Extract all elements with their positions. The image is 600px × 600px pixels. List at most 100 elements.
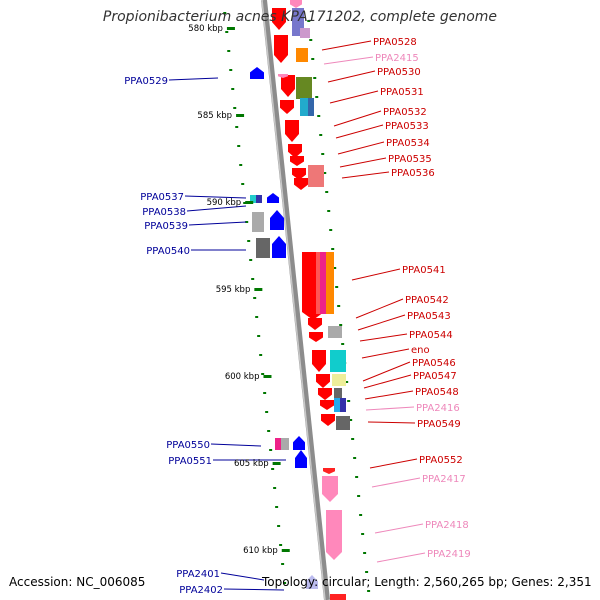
gene-arrow-forward (288, 144, 302, 158)
gene-label-ppa0530[interactable]: PPA0530 (377, 67, 421, 78)
gene-label-ppa0531[interactable]: PPA0531 (380, 87, 424, 98)
gene-label-ppa0544[interactable]: PPA0544 (409, 330, 453, 341)
gene-arrow-forward (272, 8, 286, 30)
gene-arrow-reverse (272, 236, 286, 258)
gene-label-eno[interactable]: eno (411, 345, 430, 356)
tick-label: 590 kbp (207, 198, 242, 208)
genome-title: Propionibacterium acnes KPA171202, compl… (102, 9, 498, 25)
track-dot-left (281, 563, 285, 565)
track-dot-right (317, 115, 321, 117)
track-dot-right (327, 210, 331, 212)
cog-box (334, 398, 340, 412)
track-dot-right (341, 343, 345, 345)
track-dot-right (339, 324, 343, 326)
leader-line (168, 77, 219, 81)
gene-label-ppa2416[interactable]: PPA2416 (416, 403, 460, 414)
leader-line (371, 477, 421, 488)
leader-line (223, 588, 285, 591)
gene-label-ppa0542[interactable]: PPA0542 (405, 295, 449, 306)
gene-arrow-reverse (267, 193, 279, 203)
gene-label-ppa0547[interactable]: PPA0547 (413, 371, 457, 382)
track-dot-left (267, 430, 271, 432)
gene-arrow-forward (309, 332, 323, 342)
track-dot-right (347, 400, 351, 402)
gene-arrow-forward (285, 120, 299, 142)
track-dot-right (311, 58, 315, 60)
gene-arrow-forward (318, 388, 332, 400)
gene-label-ppa0537[interactable]: PPA0537 (140, 192, 184, 203)
leader-line (355, 298, 404, 319)
track-dot-left (279, 544, 283, 546)
gene-label-ppa2419[interactable]: PPA2419 (427, 549, 471, 560)
cog-box (296, 77, 312, 99)
track-dot-left (271, 468, 275, 470)
cog-box (300, 98, 308, 116)
track-dot-right (345, 381, 349, 383)
tick-label: 610 kbp (243, 546, 278, 556)
gene-label-ppa0543[interactable]: PPA0543 (407, 311, 451, 322)
track-dot-left (283, 582, 287, 584)
leader-line (186, 205, 247, 212)
gene-label-ppa0529[interactable]: PPA0529 (124, 76, 168, 87)
track-dot-right (351, 438, 355, 440)
gene-label-ppa0546[interactable]: PPA0546 (412, 358, 456, 369)
cog-box (334, 388, 342, 400)
gene-labels: PPA0528 PPA2415 PPA0530 PPA0531 PPA0532 PPA05… (124, 37, 470, 596)
gene-label-ppa2418[interactable]: PPA2418 (425, 520, 469, 531)
leader-line (329, 90, 379, 104)
track-dot-left (227, 50, 231, 52)
leader-line (220, 572, 265, 581)
gene-label-ppa0533[interactable]: PPA0533 (385, 121, 429, 132)
gene-label-ppa0549[interactable]: PPA0549 (417, 419, 461, 430)
gene-arrow-forward (322, 476, 338, 502)
gene-arrow-forward (280, 100, 294, 114)
track-dot-right (357, 495, 361, 497)
track-dot-left (255, 316, 259, 318)
leader-line (365, 406, 415, 411)
gene-label-ppa0552[interactable]: PPA0552 (419, 455, 463, 466)
cog-box (308, 165, 324, 187)
gene-label-ppa0551[interactable]: PPA0551 (168, 456, 212, 467)
gene-label-ppa2417[interactable]: PPA2417 (422, 474, 466, 485)
track-dot-right (333, 267, 337, 269)
tick-label: 605 kbp (234, 459, 269, 469)
gene-label-ppa0540[interactable]: PPA0540 (146, 246, 190, 257)
cog-box (316, 252, 320, 314)
tick-label: 585 kbp (197, 111, 232, 121)
gene-label-ppa0541[interactable]: PPA0541 (402, 265, 446, 276)
tick-mark (254, 288, 263, 291)
track-dot-right (321, 153, 325, 155)
gene-label-ppa0528[interactable]: PPA0528 (373, 37, 417, 48)
track-dot-left (251, 278, 255, 280)
cog-box (256, 195, 262, 203)
cog-box (330, 594, 346, 600)
gene-label-ppa0535[interactable]: PPA0535 (388, 154, 432, 165)
gene-arrow-forward (316, 374, 330, 388)
gene-label-ppa2401[interactable]: PPA2401 (176, 569, 220, 580)
gene-label-ppa0548[interactable]: PPA0548 (415, 387, 459, 398)
track-dot-right (331, 248, 335, 250)
cog-box (336, 416, 350, 430)
gene-label-ppa0538[interactable]: PPA0538 (142, 207, 186, 218)
gene-label-ppa0539[interactable]: PPA0539 (144, 221, 188, 232)
track-dot-left (233, 107, 237, 109)
track-dot-right (309, 39, 313, 41)
leader-line (362, 361, 411, 382)
leader-line (361, 348, 410, 359)
track-dot-left (265, 411, 269, 413)
track-dot-right (319, 134, 323, 136)
gene-label-ppa0534[interactable]: PPA0534 (386, 138, 430, 149)
gene-label-ppa2402[interactable]: PPA2402 (179, 585, 223, 596)
track-dot-right (323, 172, 327, 174)
gene-label-ppa0550[interactable]: PPA0550 (166, 440, 210, 451)
backbone-line-highlight (261, 0, 326, 600)
gene-label-ppa0536[interactable]: PPA0536 (391, 168, 435, 179)
gene-label-ppa2415[interactable]: PPA2415 (375, 53, 419, 64)
gene-arrow-forward (320, 400, 334, 410)
gene-label-ppa0532[interactable]: PPA0532 (383, 107, 427, 118)
tick-mark (281, 549, 290, 552)
track-dot-right (313, 77, 317, 79)
cog-box (256, 238, 270, 258)
track-dot-right (359, 514, 363, 516)
track-dot-right (353, 457, 357, 459)
